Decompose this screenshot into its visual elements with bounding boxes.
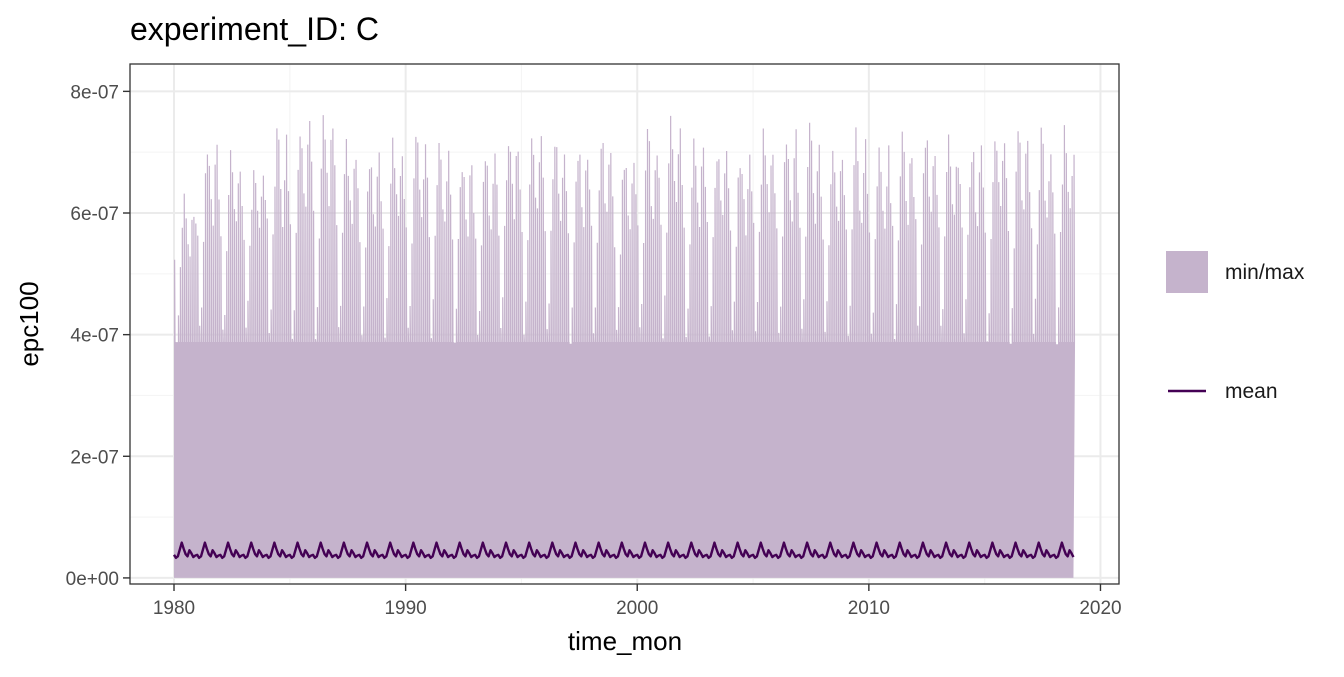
panel-border (129, 63, 1120, 585)
legend: min/max mean (1166, 251, 1305, 403)
y-tick-label: 0e+00 (66, 569, 119, 590)
chart-title: experiment_ID: C (130, 11, 379, 47)
y-axis: 0e+00 2e-07 4e-07 6e-07 8e-07 (66, 82, 130, 590)
series-layer (172, 115, 1076, 578)
x-tick-label: 2020 (1079, 598, 1121, 619)
x-tick-label: 2010 (848, 598, 890, 619)
legend-key-min-max (1166, 251, 1208, 293)
x-axis-title: time_mon (568, 626, 682, 656)
x-axis: 1980 1990 2000 2010 2020 (153, 584, 1122, 619)
y-axis-title: epc100 (14, 281, 44, 366)
x-tick-label: 1980 (153, 598, 195, 619)
x-tick-label: 1990 (384, 598, 426, 619)
x-tick-label: 2000 (616, 598, 658, 619)
legend-label-min-max: min/max (1225, 261, 1305, 284)
y-tick-label: 6e-07 (70, 204, 119, 225)
y-tick-label: 2e-07 (70, 447, 119, 468)
y-tick-label: 4e-07 (70, 326, 119, 347)
mean-line (172, 541, 1075, 560)
y-tick-label: 8e-07 (70, 82, 119, 103)
legend-label-mean: mean (1225, 380, 1278, 403)
min-max-ribbon (174, 115, 1076, 578)
